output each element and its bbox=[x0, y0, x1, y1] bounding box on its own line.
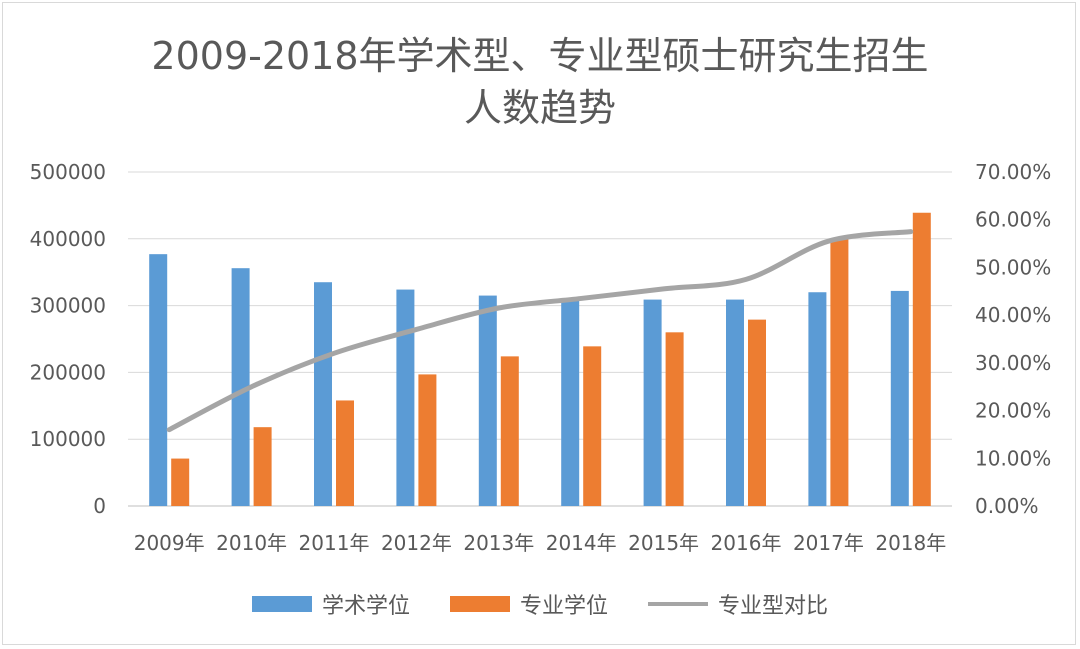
bar-academic bbox=[149, 254, 168, 506]
bar-professional bbox=[418, 374, 437, 506]
legend-swatch-ratio bbox=[648, 602, 708, 606]
bar-professional bbox=[912, 212, 931, 507]
legend-item-professional: 专业学位 bbox=[449, 588, 608, 620]
x-tick-label: 2016年 bbox=[711, 531, 782, 555]
x-tick-label: 2018年 bbox=[875, 531, 946, 555]
y-right-tick-label: 0.00% bbox=[975, 494, 1039, 518]
y-left-tick-label: 0 bbox=[93, 494, 106, 518]
bar-professional bbox=[500, 356, 519, 506]
bar-professional bbox=[665, 332, 684, 506]
x-tick-label: 2011年 bbox=[299, 531, 370, 555]
y-left-tick-label: 500000 bbox=[30, 160, 106, 184]
legend-swatch-professional bbox=[449, 596, 510, 612]
chart-title-line1: 2009-2018年学术型、专业型硕士研究生招生 bbox=[151, 34, 929, 78]
bar-academic bbox=[808, 292, 827, 506]
y-right-tick-label: 10.00% bbox=[975, 446, 1051, 470]
y-right-tick-label: 40.00% bbox=[975, 303, 1051, 327]
x-tick-label: 2012年 bbox=[381, 531, 452, 555]
x-tick-label: 2014年 bbox=[546, 531, 617, 555]
bar-academic bbox=[478, 295, 497, 506]
legend-item-ratio: 专业型对比 bbox=[648, 588, 828, 620]
legend-label-academic: 学术学位 bbox=[321, 594, 410, 619]
chart-plot: 0 100000 200000 300000 400000 500000 0.00% 10.0… bbox=[30, 160, 1052, 555]
bar-professional bbox=[583, 346, 602, 506]
bar-professional bbox=[830, 238, 849, 507]
bar-academic bbox=[396, 289, 415, 506]
y-left-tick-label: 100000 bbox=[30, 427, 106, 451]
bar-professional bbox=[748, 319, 766, 506]
x-tick-label: 2010年 bbox=[216, 531, 287, 555]
bar-professional bbox=[253, 427, 272, 506]
y-right-tick-label: 30.00% bbox=[975, 351, 1051, 375]
line-ratio bbox=[166, 229, 914, 433]
bar-academic bbox=[561, 298, 580, 506]
y-left-tick-label: 300000 bbox=[30, 294, 106, 318]
chart-title: 2009-2018年学术型、专业型硕士研究生招生 人数趋势 bbox=[0, 30, 1080, 134]
x-tick-label: 2013年 bbox=[463, 531, 534, 555]
bar-academic bbox=[231, 268, 250, 506]
legend-swatch-academic bbox=[251, 596, 312, 612]
y-right-tick-label: 50.00% bbox=[975, 255, 1051, 279]
y-right-tick-label: 70.00% bbox=[975, 160, 1051, 184]
bar-academic bbox=[726, 299, 744, 506]
x-tick-label: 2015年 bbox=[628, 531, 699, 555]
y-left-tick-label: 400000 bbox=[30, 227, 106, 251]
chart-legend: 学术学位 专业学位 专业型对比 bbox=[0, 588, 1080, 620]
bar-academic bbox=[890, 290, 909, 506]
legend-label-ratio: 专业型对比 bbox=[718, 594, 829, 619]
y-left-tick-label: 200000 bbox=[30, 360, 106, 384]
y-right-tick-label: 60.00% bbox=[975, 208, 1051, 232]
bar-academic bbox=[643, 299, 662, 506]
x-tick-label: 2017年 bbox=[793, 531, 864, 555]
chart-title-line2: 人数趋势 bbox=[463, 86, 616, 130]
legend-item-academic: 学术学位 bbox=[251, 588, 410, 620]
y-right-tick-label: 20.00% bbox=[975, 399, 1051, 423]
bar-professional bbox=[336, 400, 354, 506]
x-tick-label: 2009年 bbox=[134, 531, 205, 555]
legend-label-professional: 专业学位 bbox=[519, 594, 608, 619]
bar-academic bbox=[314, 282, 332, 506]
bar-professional bbox=[171, 458, 190, 506]
